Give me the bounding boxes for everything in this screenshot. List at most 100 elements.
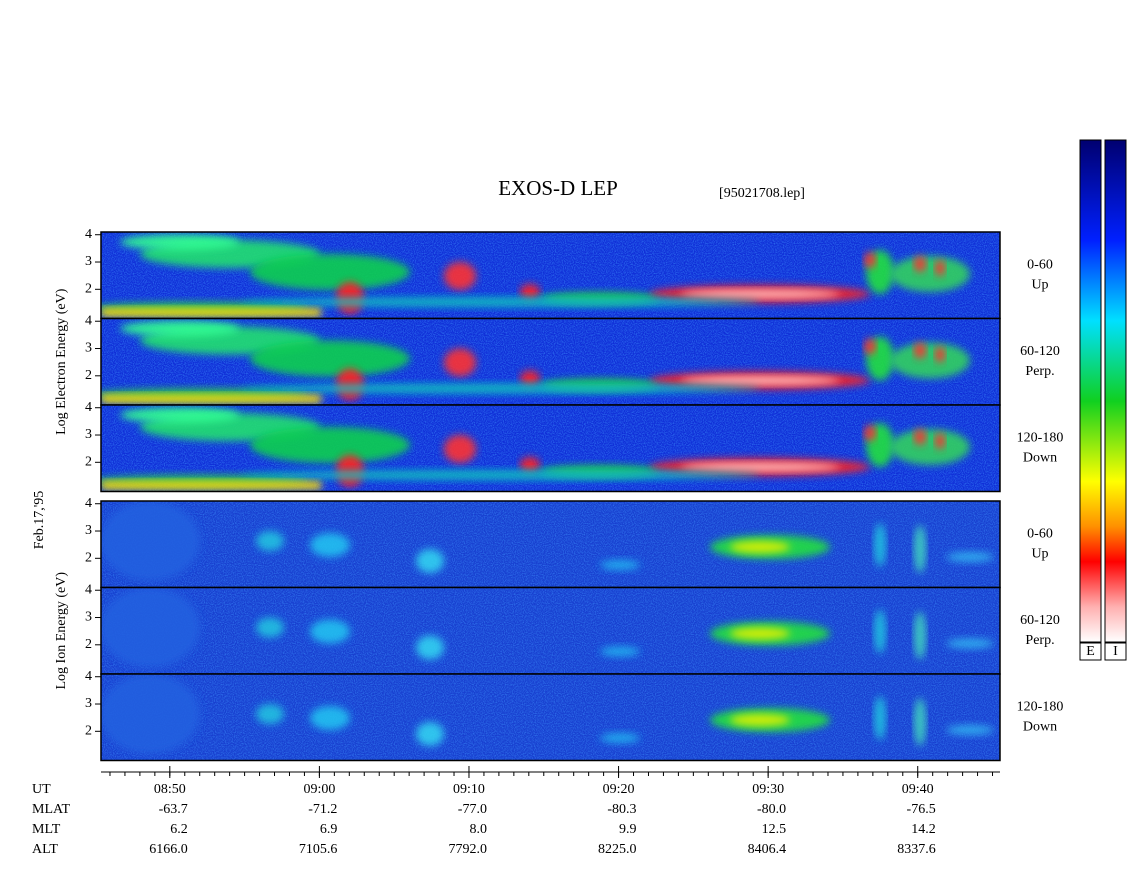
intensity-blob (935, 260, 945, 276)
intensity-blob (256, 531, 284, 551)
y-tick-label: 2 (85, 551, 92, 566)
ephemeris-value: -76.5 (907, 802, 936, 817)
y-tick-label: 3 (85, 523, 92, 538)
intensity-blob (874, 523, 886, 567)
y-tick-label: 3 (85, 341, 92, 356)
intensity-blob (914, 429, 926, 445)
ephemeris-value: 7105.6 (299, 842, 338, 857)
y-tick-label: 2 (85, 282, 92, 297)
intensity-blob (444, 348, 476, 377)
ephemeris-value: 9.9 (619, 822, 637, 837)
intensity-blob (600, 646, 640, 657)
intensity-blob (250, 254, 410, 290)
intensity-blob (600, 733, 640, 743)
intensity-blob (680, 376, 840, 385)
intensity-blob (935, 433, 945, 449)
y-tick-label: 4 (85, 227, 92, 242)
panel-label: Down (1023, 719, 1057, 734)
colorbar-label-box (1104, 642, 1127, 661)
intensity-blob (680, 290, 840, 298)
intensity-blob (946, 552, 994, 562)
intensity-blob (914, 256, 926, 272)
ephemeris-value: 12.5 (762, 822, 787, 837)
intensity-strip (101, 395, 321, 403)
y-tick-label: 2 (85, 724, 92, 739)
file-name: [95021708.lep] (719, 186, 805, 201)
ephemeris-value: 8225.0 (598, 842, 637, 857)
intensity-blob (520, 284, 540, 300)
panel-label: 60-120 (1020, 613, 1060, 628)
intensity-blob (120, 407, 240, 423)
ephemeris-value: -80.0 (757, 802, 786, 817)
y-tick-label: 2 (85, 368, 92, 383)
intensity-blob (101, 587, 200, 668)
panel-label: 0-60 (1027, 257, 1053, 272)
intensity-blob (520, 457, 540, 473)
y-tick-label: 3 (85, 610, 92, 625)
colorbar-label-box (1079, 642, 1102, 661)
y-axis-label: Log Electron Energy (eV) (54, 288, 69, 435)
intensity-blob (310, 619, 350, 644)
intensity-blob (416, 549, 444, 573)
intensity-blob (444, 262, 476, 290)
intensity-blob (240, 297, 760, 307)
chart-title: EXOS-D LEP (498, 176, 618, 200)
ephemeris-value: -71.2 (308, 802, 337, 817)
colorbar (1104, 139, 1127, 643)
panel-noise (101, 587, 1000, 674)
panel-frame (100, 404, 1001, 493)
intensity-blob (120, 234, 240, 250)
x-tick-label: 09:40 (902, 782, 934, 797)
y-tick-label: 2 (85, 637, 92, 652)
row-label: MLAT (32, 802, 71, 817)
panel-noise (101, 674, 1000, 761)
intensity-blob (416, 635, 444, 660)
intensity-blob (250, 340, 410, 377)
intensity-blob (101, 674, 200, 754)
ephemeris-value: 6.2 (170, 822, 188, 837)
intensity-blob (864, 425, 876, 441)
y-tick-label: 4 (85, 496, 92, 511)
intensity-strip (101, 481, 321, 490)
intensity-blob (864, 252, 876, 268)
intensity-blob (874, 609, 886, 654)
row-label: UT (32, 782, 51, 797)
intensity-blob (730, 714, 790, 726)
x-tick-label: 09:10 (453, 782, 485, 797)
ephemeris-value: 8337.6 (897, 842, 936, 857)
panel-label: 0-60 (1027, 526, 1053, 541)
intensity-blob (946, 638, 994, 649)
intensity-strip (101, 308, 321, 317)
intensity-blob (250, 427, 410, 463)
x-tick-label: 09:00 (303, 782, 335, 797)
panel-noise (101, 501, 1000, 588)
y-tick-label: 4 (85, 313, 92, 328)
y-tick-label: 3 (85, 696, 92, 711)
intensity-blob (890, 256, 970, 292)
ephemeris-value: -63.7 (159, 802, 188, 817)
intensity-blob (256, 617, 284, 638)
intensity-blob (240, 383, 760, 394)
intensity-blob (946, 725, 994, 735)
spectrogram-panel (101, 587, 1000, 674)
spectrogram-panel (101, 501, 1000, 588)
intensity-blob (890, 342, 970, 379)
panel-label: Perp. (1025, 364, 1054, 379)
date-label: Feb.17,'95 (32, 491, 47, 550)
y-tick-label: 3 (85, 254, 92, 269)
ephemeris-value: 8.0 (469, 822, 487, 837)
panel-label: 60-120 (1020, 344, 1060, 359)
intensity-blob (520, 370, 540, 387)
ephemeris-value: 8406.4 (748, 842, 787, 857)
y-tick-label: 3 (85, 427, 92, 442)
y-axis-label: Log Ion Energy (eV) (54, 572, 69, 690)
y-tick-label: 4 (85, 669, 92, 684)
intensity-blob (914, 611, 926, 660)
row-label: MLT (32, 822, 61, 837)
spectrogram-panel (101, 405, 1000, 492)
intensity-blob (310, 706, 350, 730)
panel-label: 120-180 (1017, 430, 1064, 445)
panel-frame (100, 673, 1001, 762)
intensity-blob (914, 342, 926, 359)
